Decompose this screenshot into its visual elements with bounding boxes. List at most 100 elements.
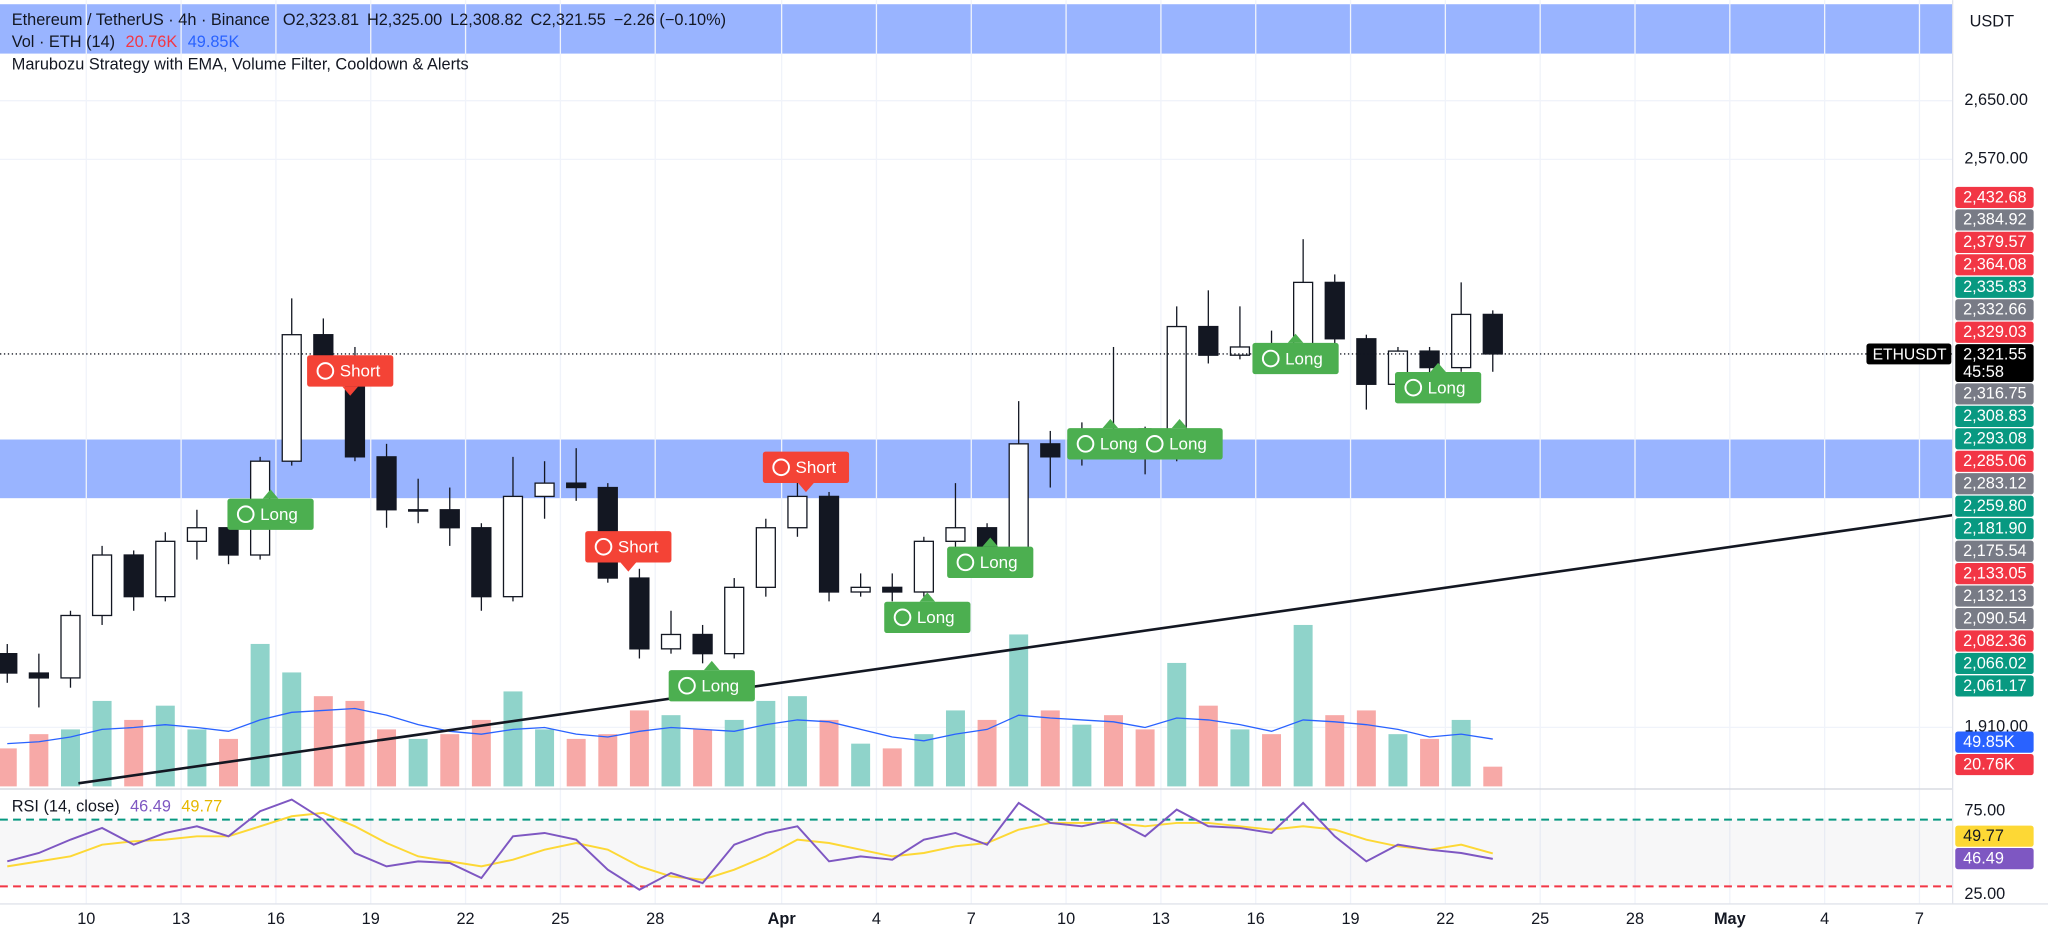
candle-body <box>629 577 650 650</box>
volume-bar <box>1451 719 1471 787</box>
signal-icon <box>1076 435 1095 453</box>
change: −2.26 (−0.10%) <box>614 11 726 29</box>
price-label-bg <box>1955 825 2034 847</box>
volume-bar <box>0 748 17 787</box>
signal-text: Short <box>340 362 381 381</box>
signal-icon <box>594 537 613 556</box>
candle-body <box>534 482 555 498</box>
volume-bar <box>1230 729 1250 787</box>
candle-body <box>376 456 397 511</box>
x-tick-label: May <box>1714 910 1746 928</box>
rsi-tick-label: 25.00 <box>1964 885 2005 903</box>
ohlc-key: C <box>530 11 542 29</box>
volume-bar <box>408 738 428 787</box>
signal: Long <box>1067 419 1154 460</box>
price-label-bg <box>1955 495 2034 517</box>
rsi-legend: RSI (14, close) 46.49 49.77 <box>12 798 222 816</box>
price-label-bg <box>1955 675 2034 697</box>
candle-body <box>471 527 492 598</box>
zone <box>0 4 1953 54</box>
volume-bar <box>124 719 144 787</box>
rsi-legend-value: 46.49 <box>130 798 171 816</box>
volume-bar <box>1072 724 1092 787</box>
x-tick-label: 7 <box>1915 910 1924 928</box>
candle-body <box>566 482 587 489</box>
volume-bar <box>1040 710 1060 787</box>
x-tick-label: Apr <box>768 910 797 928</box>
signal: Long <box>1252 333 1339 375</box>
ohlc-value: 2,308.82 <box>459 11 522 29</box>
volume-ma-line <box>7 707 1493 745</box>
volume-bar <box>787 696 807 787</box>
price-label-bg <box>1955 254 2034 276</box>
price-label: 2,285.06 <box>1963 452 2027 470</box>
volume-bar <box>1198 705 1218 787</box>
ohlc-key: H <box>367 11 379 29</box>
ohlc-value: 2,321.55 <box>542 11 606 29</box>
rsi-ma-line <box>7 811 1494 881</box>
candle-body <box>882 586 903 593</box>
volume-legend: Vol · ETH (14) 20.76K 49.85K <box>12 34 240 52</box>
volume-bar <box>1420 738 1440 787</box>
candle-body <box>281 334 302 462</box>
price-label: 2,321.55 <box>1963 346 2027 364</box>
x-tick-label: 19 <box>362 910 380 928</box>
signal-icon <box>236 505 255 524</box>
x-tick-label: 19 <box>1341 910 1359 928</box>
signal: Long <box>884 592 971 634</box>
price-label-bg <box>1955 652 2034 675</box>
signal-icon <box>956 553 975 572</box>
volume-bar <box>503 691 523 787</box>
volume-bar <box>1356 710 1376 787</box>
price-label-bg <box>1955 276 2034 298</box>
price-label: 2,293.08 <box>1963 430 2027 448</box>
candle-body <box>408 509 429 512</box>
volume-bar <box>29 734 49 787</box>
price-label: 2,384.92 <box>1963 211 2027 229</box>
price-label: 20.76K <box>1963 755 2015 773</box>
candle-body <box>660 633 682 650</box>
volume-bar <box>155 705 175 787</box>
candle-body <box>1040 443 1061 458</box>
volume-bar <box>945 710 965 787</box>
price-label: 2,364.08 <box>1963 256 2027 274</box>
candle-body <box>60 614 81 679</box>
volume-bar <box>250 643 270 787</box>
x-tick-label: 25 <box>1531 910 1549 928</box>
volume-bar <box>92 700 112 787</box>
price-label: 2,090.54 <box>1963 609 2027 627</box>
ohlc-value: 2,325.00 <box>379 11 443 29</box>
signal: Long <box>668 660 755 702</box>
price-label-bg <box>1955 405 2034 427</box>
volume-bar <box>1167 662 1187 787</box>
signal: Long <box>1136 419 1223 460</box>
symbol-title: Ethereum / TetherUS · 4h · Binance <box>12 11 270 29</box>
candle-body <box>1324 281 1345 340</box>
symbol-line: Ethereum / TetherUS · 4h · Binance O2,323… <box>12 11 726 29</box>
signal-pointer <box>262 489 279 499</box>
signal-icon <box>1404 378 1423 397</box>
price-label-bg <box>1955 231 2034 253</box>
ohlc-key: L <box>450 11 459 29</box>
volume-bar <box>1135 729 1155 787</box>
signal-text: Long <box>1285 349 1323 368</box>
volume-bar <box>1388 734 1408 787</box>
signal-pointer <box>342 386 359 396</box>
price-label-bg <box>1955 607 2034 630</box>
ohlc-key: O <box>283 11 296 29</box>
candle-body <box>724 586 745 655</box>
price-label-bg <box>1955 450 2034 472</box>
price-label-bg <box>1955 563 2034 585</box>
price-label-bg <box>1955 299 2034 321</box>
signal-text: Long <box>701 677 739 696</box>
price-label: 2,175.54 <box>1963 542 2027 560</box>
signal: Long <box>227 489 314 530</box>
price-label: 2,133.05 <box>1963 564 2027 582</box>
price-label-bg <box>1955 540 2034 562</box>
x-tick-label: 22 <box>1436 910 1454 928</box>
candle-body <box>787 495 808 529</box>
price-label: 2,283.12 <box>1963 475 2027 493</box>
candle-body <box>1482 313 1503 355</box>
candle-body <box>1198 325 1219 356</box>
candle-body <box>818 495 840 593</box>
